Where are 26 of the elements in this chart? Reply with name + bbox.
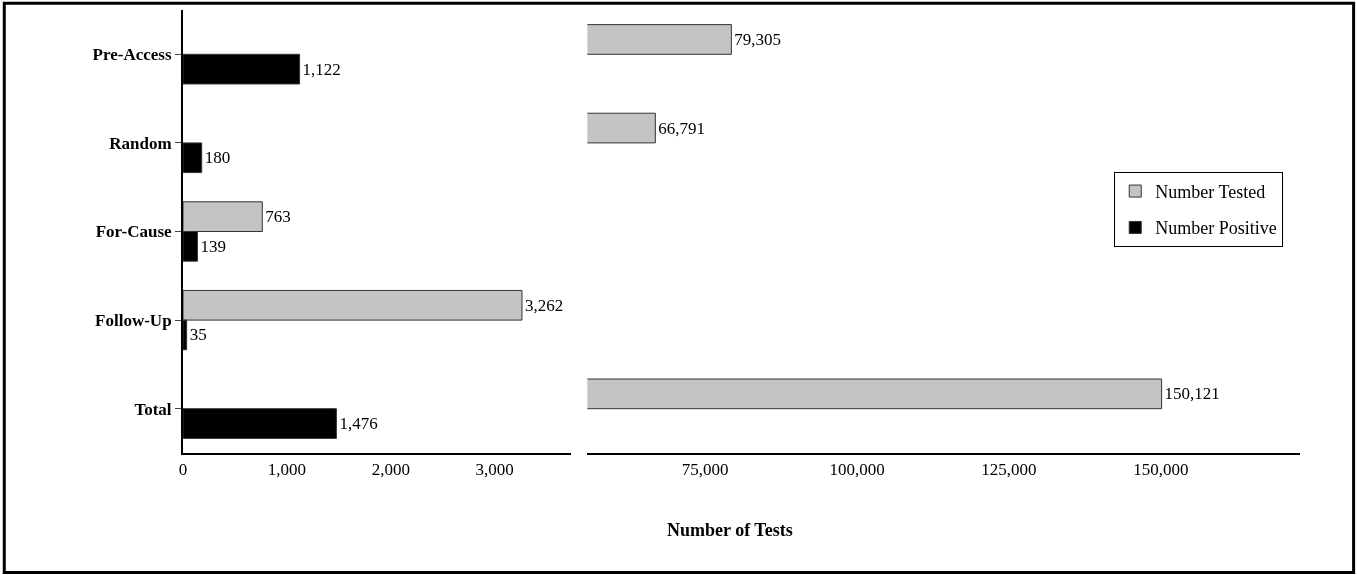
y-tick-label: Random	[109, 133, 172, 153]
legend-label: Number Tested	[1155, 182, 1266, 203]
x-tick-label: 2,000	[371, 460, 410, 480]
data-label: 150,121	[1164, 384, 1220, 404]
x-tick-label: 3,000	[475, 460, 514, 480]
legend-label: Number Positive	[1155, 218, 1277, 239]
y-tick-label: Follow-Up	[95, 311, 172, 331]
y-tick-label: Pre-Access	[92, 45, 172, 65]
data-label: 79,305	[734, 29, 782, 49]
data-label: 1,476	[339, 414, 378, 434]
x-tick-label: 125,000	[981, 460, 1037, 480]
x-axis-title: Number of Tests	[667, 520, 793, 540]
data-label: 66,791	[658, 118, 706, 138]
x-tick-label: 1,000	[267, 460, 307, 480]
data-label: 35	[189, 325, 207, 345]
data-label: 763	[265, 207, 291, 227]
x-tick-label: 100,000	[829, 460, 885, 480]
data-label: 3,262	[524, 295, 564, 315]
data-label: 180	[204, 148, 231, 168]
data-label: 1,122	[302, 59, 341, 79]
y-tick-label: Total	[134, 399, 172, 419]
x-tick-label: 0	[178, 460, 188, 480]
y-tick-label: For-Cause	[95, 222, 173, 242]
data-label: 139	[200, 236, 226, 256]
x-tick-label: 150,000	[1133, 460, 1189, 480]
x-tick-label: 75,000	[681, 460, 729, 480]
